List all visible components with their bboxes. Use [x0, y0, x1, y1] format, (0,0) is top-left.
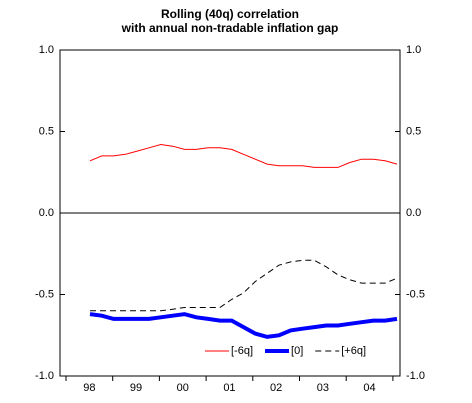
chart-title: Rolling (40q) correlation: [161, 7, 299, 21]
x-tick-label: 03: [317, 382, 329, 394]
x-tick-label: 01: [223, 382, 235, 394]
y-tick-label: 0.5: [39, 125, 54, 137]
y-tick-label: -0.5: [35, 288, 54, 300]
x-tick-label: 02: [270, 382, 282, 394]
y2-tick-label: 0.5: [406, 125, 421, 137]
legend-label: [-6q]: [231, 345, 253, 357]
y2-tick-label: 0.0: [406, 207, 421, 219]
y2-tick-label: -1.0: [406, 370, 425, 382]
legend-label: [0]: [291, 345, 303, 357]
x-tick-label: 98: [83, 382, 95, 394]
x-tick-label: 00: [177, 382, 189, 394]
series-line: [90, 259, 398, 312]
y2-tick-label: -0.5: [406, 288, 425, 300]
y-tick-label: -1.0: [35, 370, 54, 382]
x-tick-label: 04: [363, 382, 375, 394]
chart-title: with annual non-tradable inflation gap: [121, 21, 339, 35]
x-tick-label: 99: [130, 382, 142, 394]
series-line: [89, 143, 398, 168]
y-tick-label: 0.0: [39, 207, 54, 219]
series-line: [89, 312, 398, 339]
legend-label: [+6q]: [341, 345, 366, 357]
y-tick-label: 1.0: [39, 44, 54, 56]
y2-tick-label: 1.0: [406, 44, 421, 56]
